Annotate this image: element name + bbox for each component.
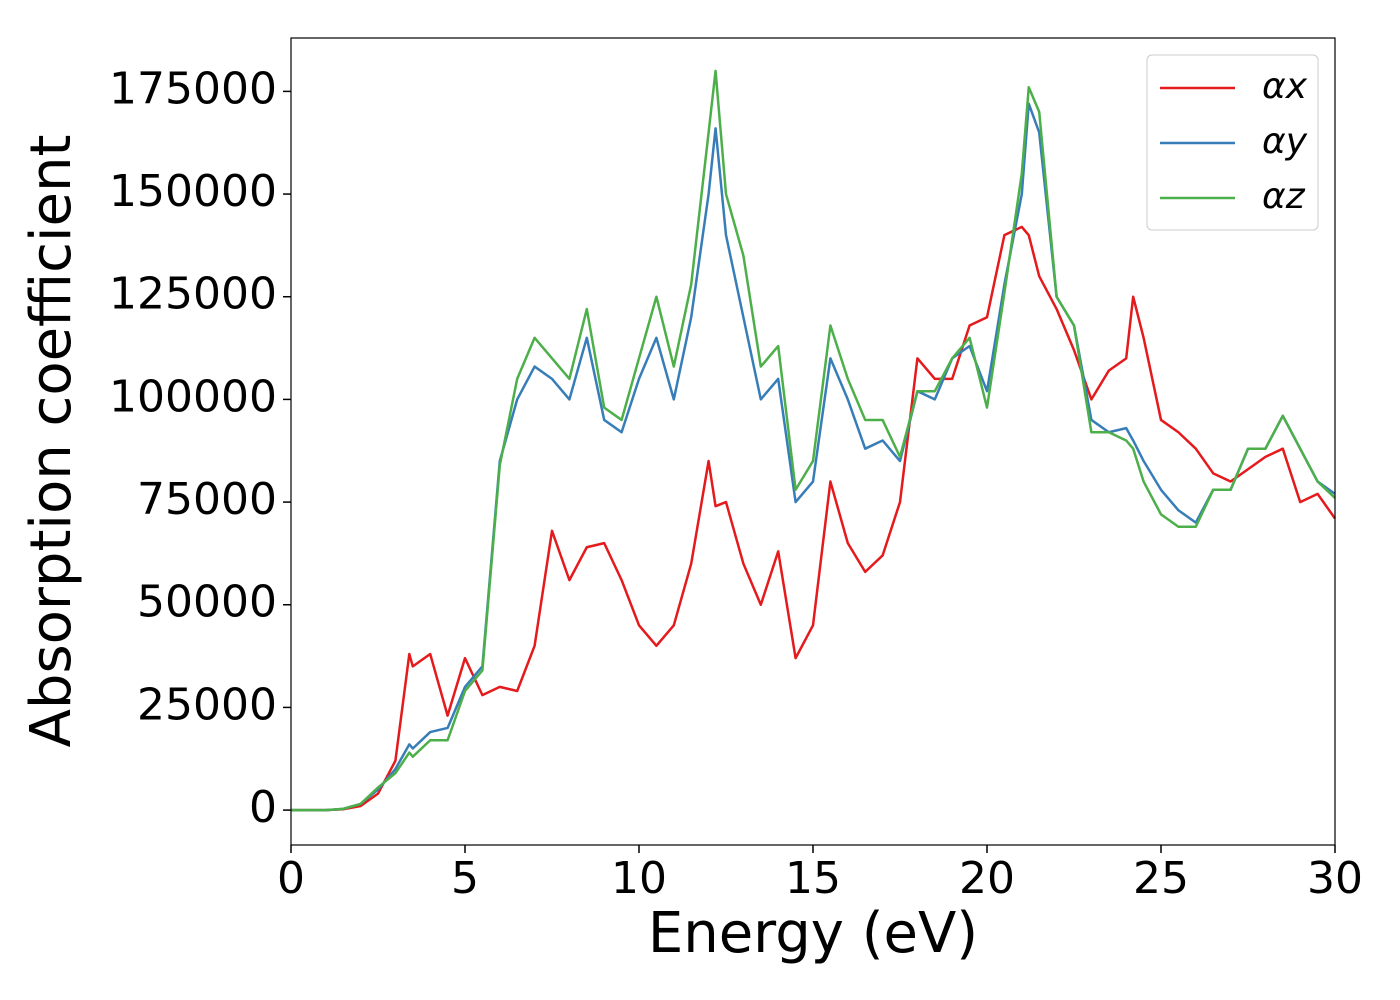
x-axis-label: Energy (eV) bbox=[648, 901, 978, 966]
x-tick-label: 5 bbox=[451, 853, 479, 904]
y-tick-label: 75000 bbox=[137, 474, 277, 525]
x-tick-label: 25 bbox=[1133, 853, 1189, 904]
legend-label: αy bbox=[1262, 121, 1308, 162]
x-tick-label: 30 bbox=[1307, 853, 1363, 904]
y-tick-label: 25000 bbox=[137, 679, 277, 730]
series-line bbox=[291, 102, 1336, 812]
x-tick-label: 20 bbox=[959, 853, 1015, 904]
x-tick-label: 10 bbox=[611, 853, 667, 904]
plot-frame bbox=[290, 37, 1336, 846]
x-tick-label: 0 bbox=[277, 853, 305, 904]
series-line bbox=[291, 69, 1336, 812]
y-axis-label: Absorption coefficient bbox=[19, 135, 84, 748]
y-tick-label: 175000 bbox=[109, 63, 277, 114]
y-tick-label: 100000 bbox=[109, 371, 277, 422]
y-tick-label: 0 bbox=[249, 782, 277, 833]
y-tick-label: 125000 bbox=[109, 269, 277, 320]
x-tick-label: 15 bbox=[785, 853, 841, 904]
legend-label: αx bbox=[1262, 66, 1308, 107]
legend-label: αz bbox=[1262, 176, 1306, 217]
y-tick-label: 50000 bbox=[137, 577, 277, 628]
y-tick-label: 150000 bbox=[109, 166, 277, 217]
series-line bbox=[291, 225, 1337, 812]
